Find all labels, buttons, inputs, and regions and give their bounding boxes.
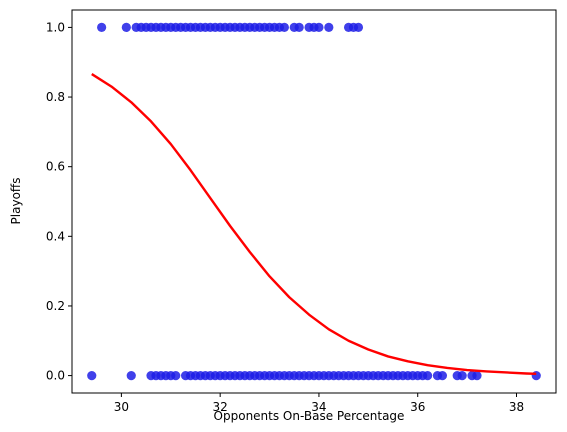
- data-point: [531, 370, 541, 381]
- x-tick-label: 32: [213, 400, 228, 414]
- x-tick-label: 38: [509, 400, 524, 414]
- y-axis-ticks: 0.0 0.2 0.4 0.6 0.8 1.0: [46, 20, 72, 383]
- data-point: [121, 22, 131, 33]
- y-tick-label: 0.6: [46, 160, 65, 174]
- data-point: [324, 22, 334, 33]
- x-axis-ticks: 30 32 34 36 38: [114, 393, 524, 414]
- y-axis-label: Playoffs: [9, 178, 23, 225]
- y-tick-label: 0.8: [46, 90, 65, 104]
- plot-area: [87, 22, 541, 381]
- data-point: [87, 370, 97, 381]
- data-point: [472, 370, 482, 381]
- x-axis-label: Opponents On-Base Percentage: [214, 409, 405, 423]
- x-tick-label: 30: [114, 400, 129, 414]
- x-tick-label: 34: [311, 400, 326, 414]
- data-point: [314, 22, 324, 33]
- y-tick-label: 0.2: [46, 299, 65, 313]
- y-tick-label: 0.4: [46, 229, 65, 243]
- data-point: [294, 22, 304, 33]
- y-tick-label: 0.0: [46, 369, 65, 383]
- data-point: [279, 22, 289, 33]
- data-point: [457, 370, 467, 381]
- data-point: [171, 370, 181, 381]
- data-point: [97, 22, 107, 33]
- data-point: [437, 370, 448, 381]
- x-tick-label: 36: [410, 400, 425, 414]
- y-tick-label: 1.0: [46, 20, 65, 34]
- data-point: [353, 22, 364, 33]
- data-point: [422, 370, 433, 381]
- data-point: [126, 370, 136, 381]
- logistic-fit-line: [91, 73, 537, 376]
- axes-frame: [71, 9, 557, 394]
